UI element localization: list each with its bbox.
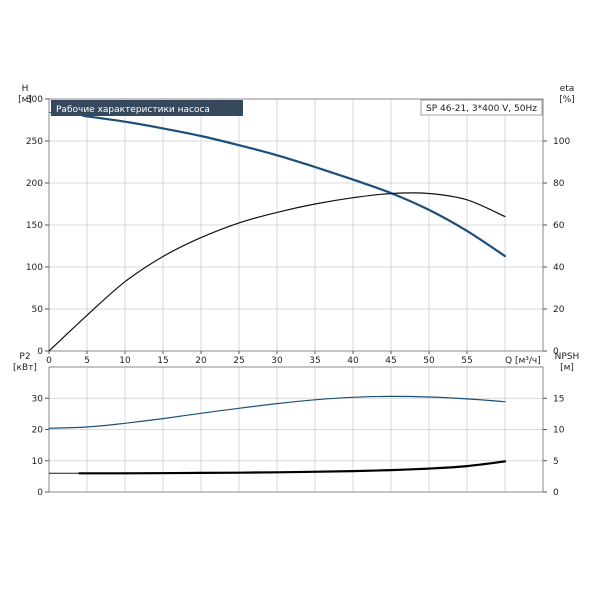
top-y2label-unit: [%]	[559, 95, 575, 105]
top-ytick-label-0: 0	[37, 347, 43, 357]
top-ytick-label-150: 150	[26, 221, 43, 231]
chart-title-box	[51, 100, 243, 116]
bottom-y2label-unit: [м]	[560, 363, 574, 373]
top-xtick-label-20: 20	[195, 356, 207, 366]
bottom-ytick-label-20: 20	[32, 426, 44, 436]
bottom-y2tick-label-15: 15	[553, 394, 564, 404]
top-ytick-label-200: 200	[26, 179, 43, 189]
top-ylabel: H	[22, 84, 29, 94]
bottom-ylabel: P2	[19, 352, 30, 362]
top-xtick-label-25: 25	[233, 356, 244, 366]
top-ytick-label-300: 300	[26, 95, 43, 105]
top-series-1-line	[48, 192, 506, 352]
top-ytick-label-50: 50	[32, 305, 44, 315]
top-series-0-line	[82, 114, 507, 258]
top-ytick-label-250: 250	[26, 137, 43, 147]
model-label: SP 46-21, 3*400 V, 50Hz	[426, 104, 537, 114]
top-xtick-label-10: 10	[119, 356, 131, 366]
bottom-series-1-line	[78, 460, 507, 475]
bottom-ytick-label-10: 10	[32, 457, 44, 467]
top-xtick-label-30: 30	[271, 356, 283, 366]
bottom-ytick-label-0: 0	[37, 488, 43, 498]
top-ytick-label-100: 100	[26, 263, 43, 273]
top-ylabel-unit: [м]	[18, 95, 32, 105]
top-xtick-label-50: 50	[423, 356, 435, 366]
top-xtick-label-35: 35	[309, 356, 320, 366]
bottom-y2tick-label-10: 10	[553, 426, 565, 436]
top-y2tick-label-20: 20	[553, 305, 565, 315]
top-y2tick-label-40: 40	[553, 263, 565, 273]
bottom-series-0-line	[48, 395, 506, 429]
top-xtick-label-55: 55	[461, 356, 472, 366]
top-xtick-label-5: 5	[84, 356, 90, 366]
bottom-ytick-label-30: 30	[32, 394, 44, 404]
chart-title: Рабочие характеристики насоса	[56, 105, 210, 115]
bottom-y2tick-label-0: 0	[553, 488, 559, 498]
bottom-ylabel-unit: [кВт]	[13, 363, 37, 373]
top-y2tick-label-0: 0	[553, 347, 559, 357]
top-y2tick-label-80: 80	[553, 179, 565, 189]
top-xtick-label-45: 45	[385, 356, 396, 366]
top-y2tick-label-100: 100	[553, 137, 570, 147]
top-xtick-label-0: 0	[46, 356, 52, 366]
bottom-y2tick-label-5: 5	[553, 457, 559, 467]
bottom-y2label: NPSH	[555, 352, 580, 362]
top-y2tick-label-60: 60	[553, 221, 565, 231]
top-xlabel: Q [м³/ч]	[505, 356, 541, 366]
top-xtick-label-40: 40	[347, 356, 359, 366]
model-label-box	[420, 99, 543, 116]
top-xtick-label-15: 15	[157, 356, 168, 366]
top-y2label: eta	[560, 84, 575, 94]
